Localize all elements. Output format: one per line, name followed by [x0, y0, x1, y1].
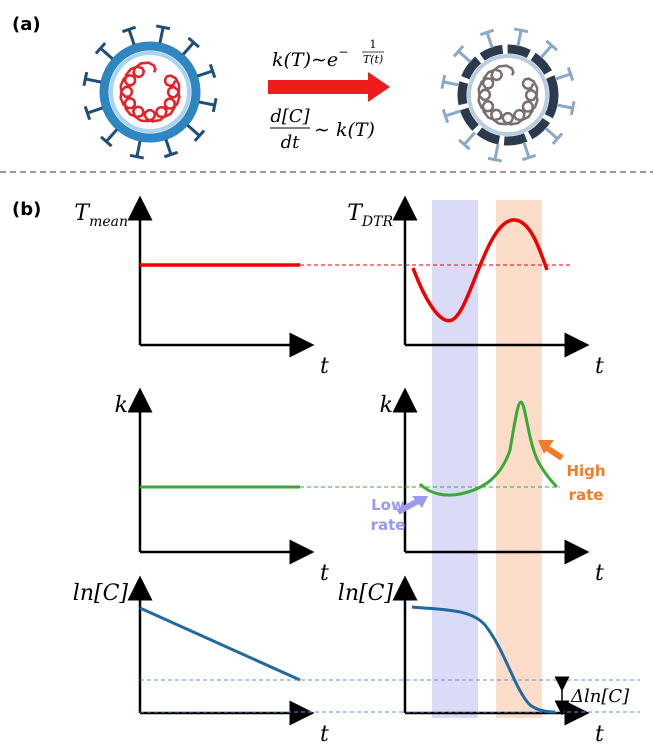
y-label-base: k [115, 393, 128, 418]
x-label: t [320, 354, 329, 379]
spike [197, 71, 212, 76]
spike [160, 27, 163, 43]
exponent-denominator: T(t) [363, 53, 383, 66]
spike-cap [480, 30, 493, 34]
spike-cap [443, 109, 447, 122]
y-label-base: ln[C] [73, 581, 129, 606]
spike [85, 79, 101, 82]
y-label: Tmean [74, 201, 128, 230]
spike [464, 132, 475, 144]
virus-decayed [442, 29, 574, 161]
spike-cap [84, 72, 87, 86]
spike [443, 82, 459, 85]
y-label: k [380, 393, 393, 418]
x-label: t [320, 561, 329, 586]
spike [459, 51, 471, 62]
spike [518, 30, 521, 46]
spike [487, 32, 492, 47]
y-label-sub: DTR [361, 214, 394, 230]
y-label: ln[C] [73, 581, 129, 606]
figure: (a) k(T)∼e− 1 T(t) d[C] dt ∼ k(T) (b) t T… [0, 0, 653, 750]
y-label-base: k [380, 393, 393, 418]
low-band [432, 200, 478, 718]
y-label-sub: mean [89, 214, 128, 230]
panel-label: (b) [12, 199, 41, 220]
spike-cap [514, 29, 528, 32]
spike [199, 102, 215, 105]
genome [479, 66, 538, 125]
x-label: t [595, 722, 604, 747]
y-label: TDTR [347, 201, 393, 230]
spike-cap [442, 75, 445, 89]
conc-rhs: ∼ k(T) [314, 119, 375, 141]
spike [87, 108, 102, 113]
spike-cap [122, 27, 135, 31]
spike-cap [164, 152, 177, 156]
rate-equation: k(T)∼e− [272, 45, 348, 71]
spike-cap [488, 158, 502, 161]
spike [495, 144, 498, 160]
conc-denominator: dt [281, 132, 301, 153]
spike-cap [130, 155, 144, 158]
y-label: ln[C] [338, 581, 394, 606]
spike [183, 43, 194, 55]
ln-line [140, 608, 300, 680]
panel-label: (a) [12, 14, 41, 35]
spike [545, 128, 557, 139]
annotation: Low [371, 496, 405, 514]
x-label: t [320, 722, 329, 747]
virus-fresh [84, 26, 216, 158]
x-label: t [595, 354, 604, 379]
spike [524, 142, 529, 157]
spike [557, 105, 573, 108]
spike [129, 29, 134, 44]
spike-cap [571, 101, 574, 115]
spike [101, 48, 113, 59]
spike [445, 111, 460, 116]
annotation: rate [371, 516, 406, 534]
y-label-base: ln[C] [338, 581, 394, 606]
genome [121, 63, 180, 122]
spike-cap [210, 64, 214, 77]
spike-cap [568, 67, 572, 80]
spike-cap [522, 155, 535, 159]
spike [106, 129, 117, 141]
spike-cap [156, 26, 170, 29]
spike [137, 141, 140, 157]
high-band [496, 200, 542, 718]
spike [541, 46, 552, 58]
y-label: k [115, 393, 128, 418]
envelope [104, 46, 196, 138]
spike-cap [85, 106, 89, 119]
arrow [268, 72, 390, 102]
exponent-numerator: 1 [370, 38, 377, 51]
envelope [462, 49, 554, 141]
x-label: t [595, 561, 604, 586]
conc-numerator: d[C] [270, 106, 310, 127]
spike [187, 125, 199, 136]
spike [555, 74, 570, 79]
annotation: High [566, 462, 605, 480]
delta-label: Δln[C] [570, 686, 630, 707]
spike-cap [213, 98, 216, 112]
annotation: rate [569, 486, 604, 504]
spike [166, 139, 171, 154]
